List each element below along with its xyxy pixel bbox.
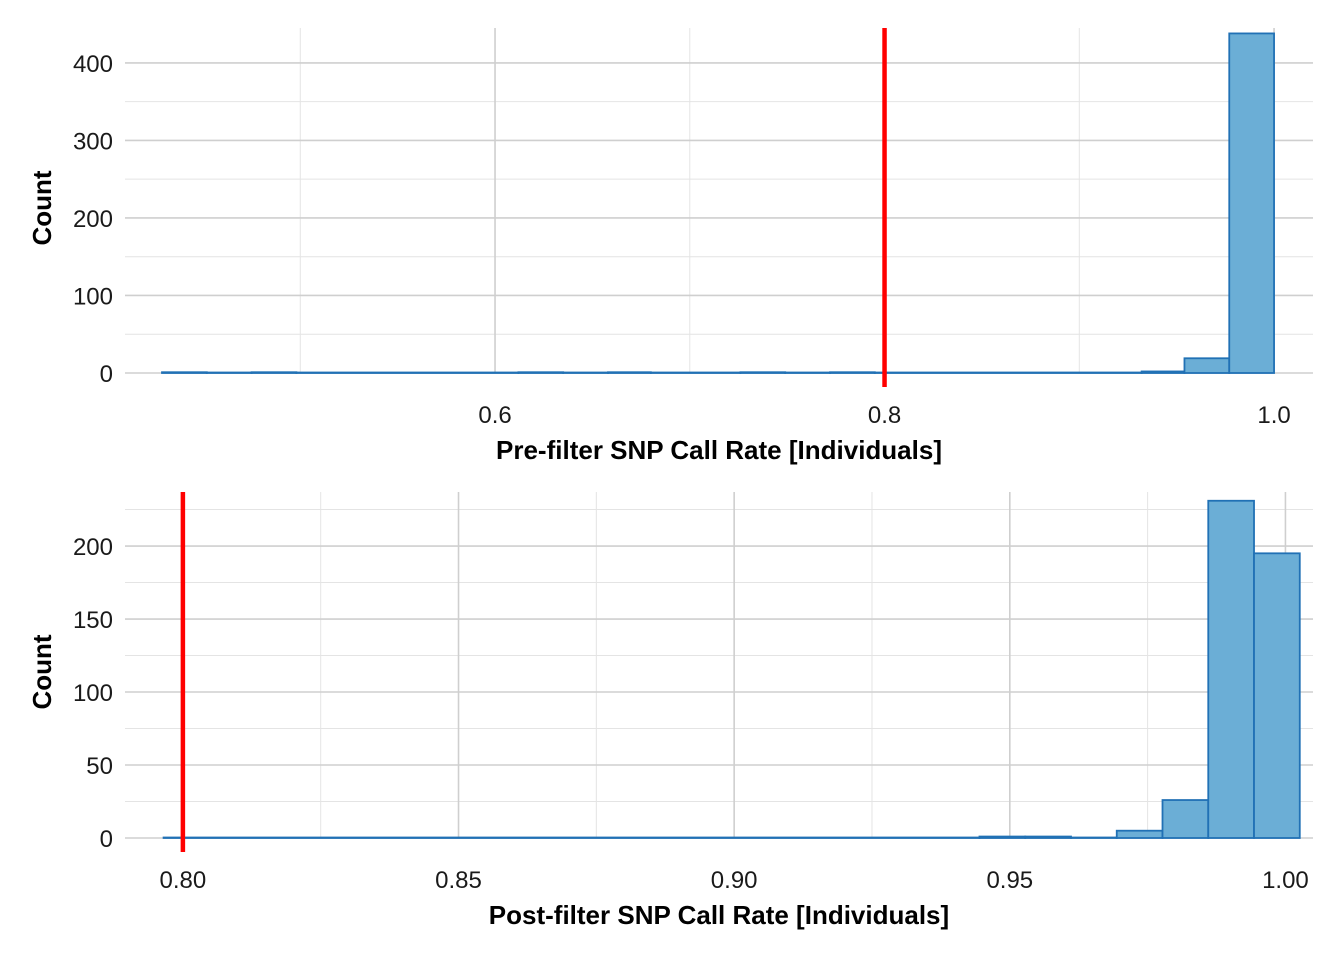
post-filter-x-tick-label: 0.85	[435, 867, 482, 894]
pre-filter-histogram-panel: 0.6 0.8 1.0 0 100 200 300 400 Pre-filter SNP Ca…	[27, 28, 1313, 465]
pre-filter-y-tick-label: 400	[73, 51, 113, 78]
post-filter-histogram-bar	[1207, 499, 1255, 839]
pre-filter-histogram-bar	[607, 371, 652, 374]
post-filter-plot-area: 0.80 0.85 0.90 0.95 1.00 0 50 100 150 200	[73, 492, 1313, 894]
pre-filter-histogram-bar	[1140, 370, 1186, 374]
pre-filter-histogram-bar	[1228, 32, 1275, 374]
pre-filter-histogram-bar	[739, 371, 787, 374]
post-filter-x-tick-label: 0.95	[986, 867, 1033, 894]
post-filter-histogram-bar	[1115, 829, 1164, 839]
pre-filter-histogram-bar	[649, 371, 742, 374]
pre-filter-histogram-bar	[873, 371, 1143, 374]
pre-filter-histogram-bar	[562, 371, 609, 374]
post-filter-histogram-panel: 0.80 0.85 0.90 0.95 1.00 0 50 100 150 200 Post-fi…	[27, 492, 1313, 930]
post-filter-histogram-bar	[1024, 835, 1072, 839]
post-filter-y-axis-title: Count	[27, 634, 57, 709]
pre-filter-x-tick-label: 1.0	[1257, 402, 1290, 429]
pre-filter-x-tick-label: 0.8	[868, 402, 901, 429]
pre-filter-y-axis-title: Count	[27, 170, 57, 245]
pre-filter-y-tick-label: 0	[100, 361, 113, 388]
post-filter-x-tick-label: 1.00	[1262, 867, 1309, 894]
post-filter-x-tick-label: 0.80	[160, 867, 207, 894]
pre-filter-histogram-bar	[829, 371, 876, 374]
post-filter-y-tick-label: 150	[73, 607, 113, 634]
pre-filter-histogram-bar	[517, 371, 565, 374]
pre-filter-histogram-bar	[205, 371, 253, 374]
pre-filter-y-tick-label: 300	[73, 128, 113, 155]
pre-filter-plot-area: 0.6 0.8 1.0 0 100 200 300 400	[73, 28, 1313, 429]
post-filter-y-tick-label: 0	[100, 826, 113, 853]
post-filter-histogram-bar	[1161, 799, 1210, 839]
pre-filter-y-tick-label: 100	[73, 283, 113, 310]
post-filter-y-tick-label: 50	[86, 753, 113, 780]
pre-filter-y-tick-label: 200	[73, 206, 113, 233]
post-filter-x-tick-label: 0.90	[711, 867, 758, 894]
pre-filter-histogram-bar	[161, 371, 208, 374]
post-filter-y-tick-label: 100	[73, 680, 113, 707]
post-filter-histogram-bar	[978, 835, 1027, 839]
pre-filter-histogram-bar	[784, 371, 831, 374]
pre-filter-histogram-bar	[250, 371, 298, 374]
post-filter-histogram-bar	[162, 836, 981, 839]
pre-filter-histogram-bar	[1183, 357, 1231, 374]
pre-filter-x-axis-title: Pre-filter SNP Call Rate [Individuals]	[496, 435, 942, 465]
post-filter-y-tick-label: 200	[73, 534, 113, 561]
pre-filter-x-tick-label: 0.6	[478, 402, 511, 429]
pre-filter-histogram-bar	[295, 371, 520, 374]
post-filter-x-axis-title: Post-filter SNP Call Rate [Individuals]	[489, 900, 949, 930]
post-filter-histogram-bar	[1070, 836, 1118, 839]
post-filter-histogram-bar	[1253, 552, 1301, 839]
